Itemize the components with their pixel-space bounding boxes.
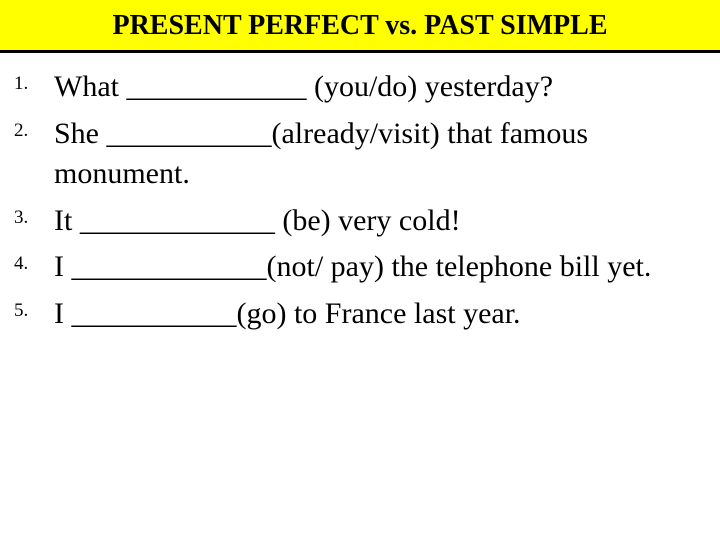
title-bar: PRESENT PERFECT vs. PAST SIMPLE	[0, 0, 720, 53]
item-number: 3.	[14, 201, 54, 229]
item-text: It _____________ (be) very cold!	[54, 201, 710, 242]
list-item: 4. I _____________(not/ pay) the telepho…	[14, 247, 710, 288]
exercise-list: 1. What ____________ (you/do) yesterday?…	[0, 53, 720, 334]
item-text: She ___________(already/visit) that famo…	[54, 114, 710, 195]
page-title: PRESENT PERFECT vs. PAST SIMPLE	[112, 10, 607, 41]
list-item: 5. I ___________(go) to France last year…	[14, 294, 710, 335]
item-number: 1.	[14, 67, 54, 95]
list-item: 3. It _____________ (be) very cold!	[14, 201, 710, 242]
list-item: 1. What ____________ (you/do) yesterday?	[14, 67, 710, 108]
item-text: I _____________(not/ pay) the telephone …	[54, 247, 710, 288]
item-text: I ___________(go) to France last year.	[54, 294, 710, 335]
item-number: 4.	[14, 247, 54, 275]
item-text: What ____________ (you/do) yesterday?	[54, 67, 710, 108]
item-number: 2.	[14, 114, 54, 142]
item-number: 5.	[14, 294, 54, 322]
list-item: 2. She ___________(already/visit) that f…	[14, 114, 710, 195]
